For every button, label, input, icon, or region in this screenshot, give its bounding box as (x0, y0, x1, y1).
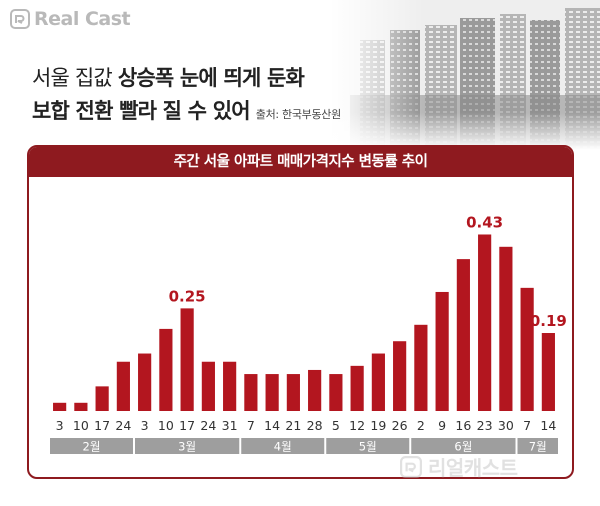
bar-21 (499, 246, 513, 411)
month-band (50, 438, 133, 454)
bar-chart: 3 10 17 24 3 10 17 24 31 7 14 21 28 5 12 19 26 2 9 16 23 30 7 1… (50, 213, 567, 454)
x-tick-label: 17 (94, 418, 110, 433)
month-band (326, 438, 410, 454)
bar-2 (95, 386, 109, 411)
x-tick-label: 30 (498, 418, 514, 433)
bar-19 (456, 259, 470, 411)
x-tick-label: 19 (370, 418, 386, 433)
x-tick-label: 7 (247, 418, 255, 433)
month-label: 6월 (454, 440, 472, 454)
x-tick-label: 24 (200, 418, 216, 433)
bar-5 (159, 328, 173, 411)
month-label: 7월 (529, 440, 547, 454)
bar-13 (329, 374, 343, 411)
skyline-illustration (330, 0, 600, 150)
bar-14 (350, 365, 364, 411)
x-tick-label: 14 (540, 418, 556, 433)
headline-line-1: 서울 집값 상승폭 눈에 띄게 둔화 (32, 62, 341, 95)
bar-20 (478, 234, 492, 411)
watermark: 리얼캐스트 (400, 452, 518, 481)
bar-22 (520, 287, 534, 411)
headline: 서울 집값 상승폭 눈에 띄게 둔화 보합 전환 빨라 질 수 있어 출처: 한국… (32, 62, 341, 131)
bar-17 (414, 324, 428, 411)
x-tick-label: 3 (56, 418, 64, 433)
x-tick-label: 2 (417, 418, 425, 433)
x-tick-label: 10 (158, 418, 174, 433)
bar-7 (201, 361, 215, 411)
bar-4 (138, 353, 152, 411)
bar-0 (53, 402, 67, 411)
bar-23 (541, 333, 555, 411)
bar-18 (435, 291, 449, 411)
bar-8 (223, 361, 237, 411)
bar-3 (116, 361, 130, 411)
headline-normal-text: 서울 집값 (32, 66, 118, 90)
x-tick-label: 14 (264, 418, 280, 433)
data-label: 0.19 (530, 312, 567, 330)
brand-logo: Real Cast (10, 8, 131, 30)
realcast-logo-icon (10, 9, 30, 29)
source-note: 출처: 한국부동산원 (255, 108, 341, 121)
x-tick-label: 31 (222, 418, 238, 433)
x-tick-label: 28 (307, 418, 323, 433)
watermark-logo-icon (400, 455, 422, 478)
headline-line-2: 보합 전환 빨라 질 수 있어 출처: 한국부동산원 (32, 95, 341, 131)
x-tick-label: 7 (523, 418, 531, 433)
chart-panel: 주간 서울 아파트 매매가격지수 변동률 추이 3 10 17 24 3 10 17 24 31… (27, 145, 574, 479)
month-band (411, 438, 516, 454)
x-tick-label: 3 (141, 418, 149, 433)
bar-9 (244, 374, 258, 411)
x-tick-label: 10 (73, 418, 89, 433)
month-band (241, 438, 325, 454)
logo-text: Real Cast (34, 8, 131, 30)
bar-15 (371, 353, 385, 411)
month-band (517, 438, 558, 454)
x-tick-label: 16 (455, 418, 471, 433)
x-tick-label: 21 (285, 418, 301, 433)
data-label: 0.43 (466, 213, 503, 231)
x-tick-label: 23 (477, 418, 493, 433)
x-tick-label: 26 (392, 418, 408, 433)
bar-6 (180, 308, 194, 411)
month-label: 4월 (274, 440, 292, 454)
month-label: 2월 (83, 440, 101, 454)
bar-10 (265, 374, 279, 411)
bar-11 (286, 374, 300, 411)
headline-bold-text-2: 보합 전환 빨라 질 수 있어 (32, 99, 251, 123)
month-label: 5월 (359, 440, 377, 454)
watermark-text: 리얼캐스트 (428, 456, 518, 480)
x-tick-label: 9 (438, 418, 446, 433)
bar-1 (74, 402, 88, 411)
bar-16 (393, 341, 407, 411)
x-tick-label: 12 (349, 418, 365, 433)
month-band (135, 438, 240, 454)
data-label: 0.25 (169, 287, 206, 305)
x-tick-label: 24 (115, 418, 131, 433)
headline-bold-text: 상승폭 눈에 띄게 둔화 (117, 66, 305, 90)
x-tick-label: 5 (332, 418, 340, 433)
bar-12 (308, 369, 322, 411)
month-label: 3월 (178, 440, 196, 454)
x-tick-label: 17 (179, 418, 195, 433)
chart-title: 주간 서울 아파트 매매가격지수 변동률 추이 (29, 147, 572, 177)
